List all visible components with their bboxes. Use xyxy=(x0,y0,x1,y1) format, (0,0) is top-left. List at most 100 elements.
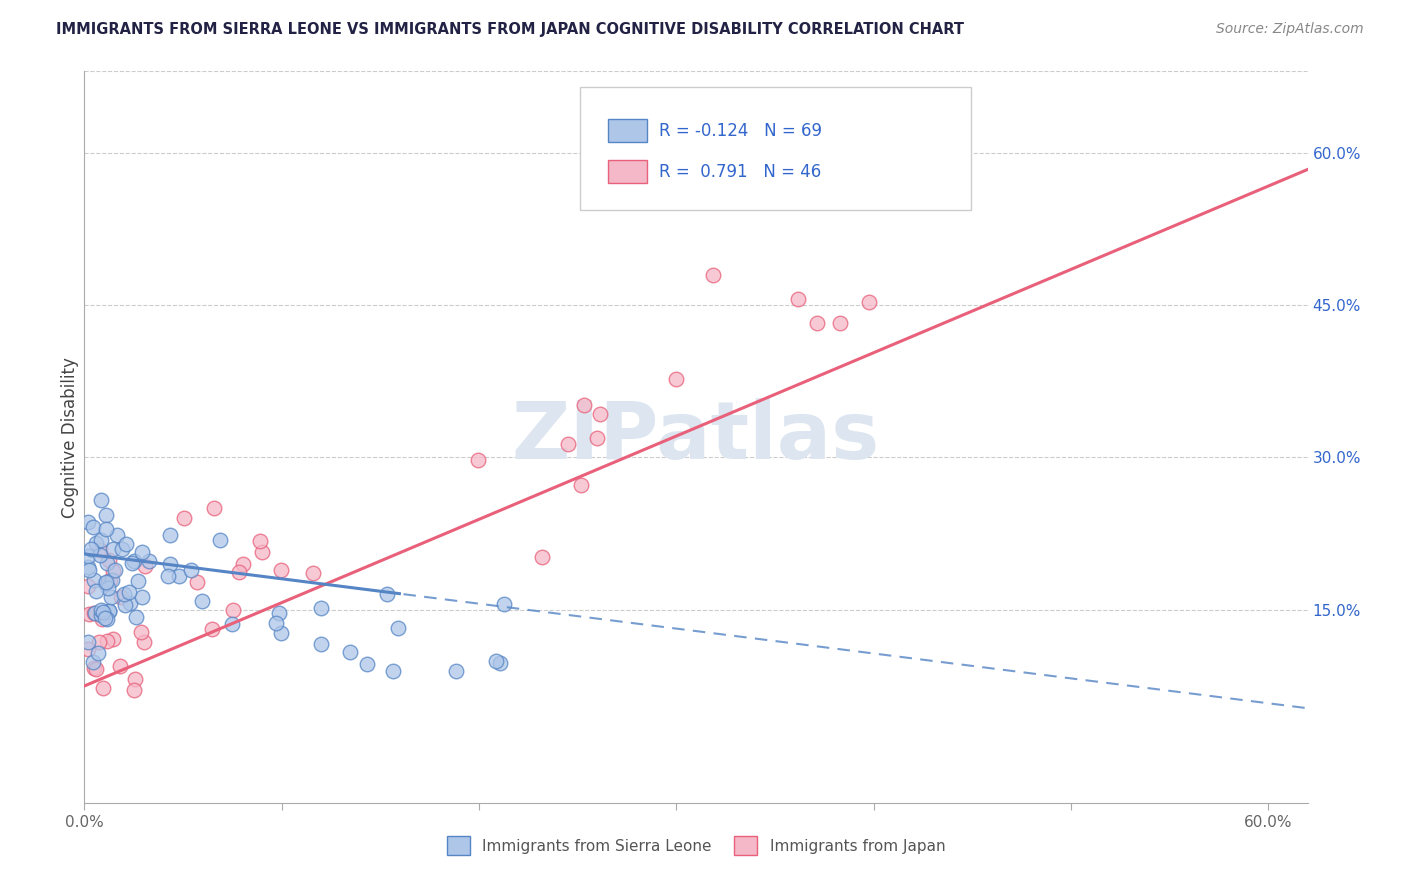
Point xyxy=(77,635,100,649)
Point xyxy=(381,664,404,678)
Point xyxy=(124,672,146,686)
Point xyxy=(110,590,132,604)
Point xyxy=(115,537,138,551)
Text: R =  0.791   N = 46: R = 0.791 N = 46 xyxy=(659,162,821,180)
Point xyxy=(232,558,254,572)
Point xyxy=(665,372,688,386)
Point xyxy=(180,563,202,577)
Point xyxy=(82,519,104,533)
Point xyxy=(91,605,114,619)
Point xyxy=(702,268,724,283)
Point xyxy=(157,569,180,583)
Point xyxy=(208,533,231,547)
Point xyxy=(77,579,100,593)
Point xyxy=(492,597,515,611)
Point xyxy=(91,612,114,626)
Point xyxy=(387,621,409,635)
Point xyxy=(125,609,148,624)
Point xyxy=(84,606,107,620)
Point xyxy=(87,635,110,649)
Point xyxy=(105,528,128,542)
Point xyxy=(557,436,579,450)
Point xyxy=(96,633,118,648)
Point xyxy=(249,534,271,549)
Point xyxy=(169,569,191,583)
Point xyxy=(222,602,245,616)
Point xyxy=(98,605,121,619)
Point xyxy=(569,478,592,492)
Point xyxy=(806,316,828,330)
Point xyxy=(118,596,141,610)
Point xyxy=(101,564,124,578)
Point xyxy=(83,573,105,587)
Point xyxy=(118,585,141,599)
Point xyxy=(89,543,111,558)
Point xyxy=(302,566,325,581)
Point xyxy=(89,548,111,562)
Point xyxy=(309,637,332,651)
Point xyxy=(131,590,153,604)
Point xyxy=(589,407,612,421)
Point xyxy=(356,657,378,672)
Point xyxy=(270,626,292,640)
Point xyxy=(186,575,208,590)
FancyBboxPatch shape xyxy=(607,160,647,183)
Point xyxy=(489,657,512,671)
Point xyxy=(311,600,333,615)
Point xyxy=(101,541,124,556)
FancyBboxPatch shape xyxy=(607,119,647,143)
Point xyxy=(131,545,153,559)
Point xyxy=(159,528,181,542)
Point xyxy=(83,606,105,620)
Point xyxy=(114,598,136,612)
Point xyxy=(138,553,160,567)
Point xyxy=(127,574,149,589)
Point xyxy=(90,493,112,508)
Point xyxy=(264,615,287,630)
Point xyxy=(83,661,105,675)
Point xyxy=(90,533,112,547)
Point xyxy=(77,549,100,563)
Point xyxy=(93,611,115,625)
Point xyxy=(94,522,117,536)
Point xyxy=(339,645,361,659)
Point xyxy=(77,515,100,529)
Point xyxy=(77,607,100,621)
Point xyxy=(122,682,145,697)
Point xyxy=(250,544,273,558)
Point xyxy=(159,557,181,571)
Point xyxy=(221,616,243,631)
Point xyxy=(96,612,118,626)
Point xyxy=(202,501,225,516)
Point xyxy=(79,562,101,576)
Point xyxy=(190,593,212,607)
Point xyxy=(121,556,143,570)
Point xyxy=(111,542,134,557)
Point xyxy=(375,587,398,601)
Point xyxy=(122,553,145,567)
FancyBboxPatch shape xyxy=(579,87,972,211)
Point xyxy=(129,625,152,640)
Point xyxy=(270,563,292,577)
Point xyxy=(94,576,117,591)
Text: R = -0.124   N = 69: R = -0.124 N = 69 xyxy=(659,121,823,140)
Point xyxy=(77,641,100,656)
Point xyxy=(485,655,508,669)
Point xyxy=(467,452,489,467)
Point xyxy=(101,632,124,647)
Text: ZIPatlas: ZIPatlas xyxy=(512,398,880,476)
Point xyxy=(103,563,125,577)
Point xyxy=(97,582,120,596)
Point xyxy=(101,573,124,587)
Point xyxy=(91,681,114,695)
Point xyxy=(572,398,595,412)
Legend: Immigrants from Sierra Leone, Immigrants from Japan: Immigrants from Sierra Leone, Immigrants… xyxy=(440,830,952,861)
Point xyxy=(97,553,120,567)
Point xyxy=(132,635,155,649)
Text: IMMIGRANTS FROM SIERRA LEONE VS IMMIGRANTS FROM JAPAN COGNITIVE DISABILITY CORRE: IMMIGRANTS FROM SIERRA LEONE VS IMMIGRAN… xyxy=(56,22,965,37)
Point xyxy=(84,583,107,598)
Point xyxy=(98,573,121,587)
Point xyxy=(228,565,250,579)
Point xyxy=(86,536,108,550)
Point xyxy=(786,292,808,306)
